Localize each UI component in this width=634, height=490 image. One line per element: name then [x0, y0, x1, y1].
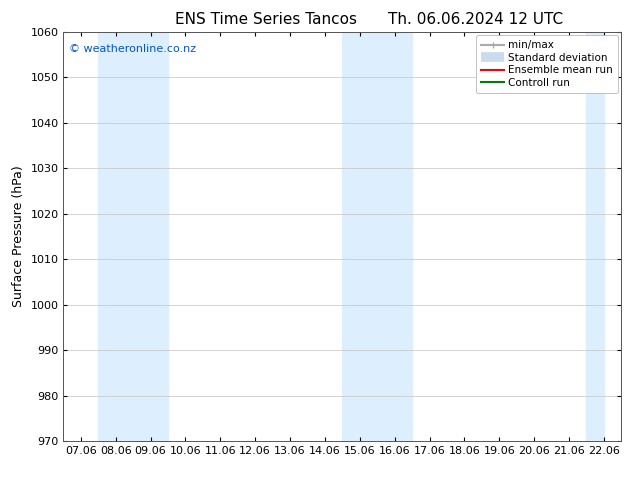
Y-axis label: Surface Pressure (hPa): Surface Pressure (hPa) [12, 166, 25, 307]
Bar [586, 32, 604, 441]
Legend: min/max, Standard deviation, Ensemble mean run, Controll run: min/max, Standard deviation, Ensemble me… [476, 35, 618, 93]
Text: ENS Time Series Tancos: ENS Time Series Tancos [175, 12, 358, 27]
Bar [98, 32, 168, 441]
Text: Th. 06.06.2024 12 UTC: Th. 06.06.2024 12 UTC [388, 12, 563, 27]
Bar [342, 32, 412, 441]
Text: © weatheronline.co.nz: © weatheronline.co.nz [69, 44, 196, 54]
